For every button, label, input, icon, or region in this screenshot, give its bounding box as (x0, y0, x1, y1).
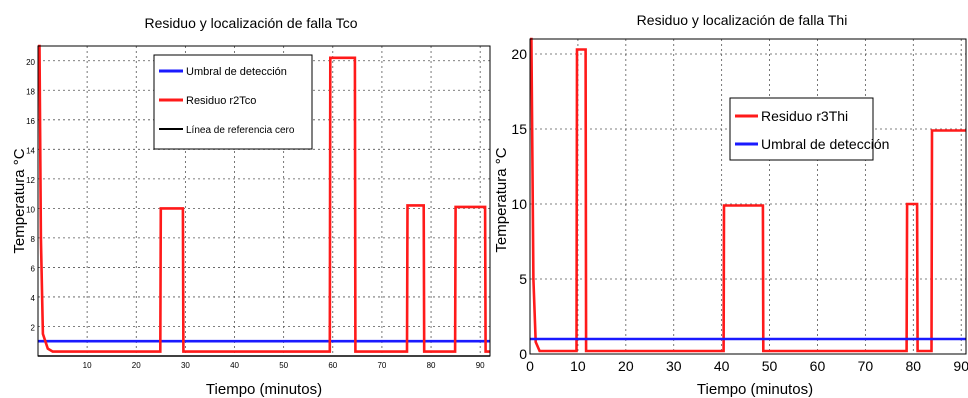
chart-left-ylabel: Temperatura °C (11, 148, 28, 253)
x-tick-label: 90 (476, 361, 485, 370)
x-tick-label: 80 (427, 361, 436, 370)
x-tick-label: 70 (377, 361, 386, 370)
chart-right-xticks: 0 10 20 30 40 50 60 70 80 90 (526, 358, 968, 374)
y-tick-label: 12 (26, 176, 35, 185)
y-tick-label: 15 (511, 121, 527, 137)
x-tick-label: 30 (181, 361, 190, 370)
x-tick-label: 70 (858, 358, 874, 374)
chart-right: Residuo y localización de falla Thi 0 10 2… (493, 12, 968, 398)
chart-left-title: Residuo y localización de falla Tco (145, 15, 358, 31)
chart-right-legend: Residuo r3Thi Umbral de detección (729, 97, 889, 161)
y-tick-label: 2 (31, 323, 36, 332)
y-tick-label: 4 (31, 294, 36, 303)
x-tick-label: 30 (666, 358, 682, 374)
legend-label-r2tco: Residuo r2Tco (186, 95, 256, 107)
chart-left-xlabel: Tiempo (minutos) (206, 381, 322, 398)
x-tick-label: 50 (762, 358, 778, 374)
series-line-r2tco (38, 44, 490, 353)
y-tick-label: 8 (31, 235, 36, 244)
chart-right-grid (530, 39, 966, 354)
chart-right-title: Residuo y localización de falla Thi (637, 12, 848, 28)
chart-right-series (530, 37, 966, 353)
chart-left-legend: Umbral de detección Residuo r2Tco Línea … (153, 54, 313, 150)
y-tick-label: 20 (26, 58, 35, 67)
x-tick-label: 20 (618, 358, 634, 374)
chart-right-frame (529, 38, 967, 355)
chart-left-xticks: 10 20 30 40 50 60 70 80 90 (83, 361, 485, 370)
y-tick-label: 10 (511, 196, 527, 212)
legend-label-r3thi: Residuo r3Thi (761, 108, 848, 124)
chart-right-legend-box (729, 97, 874, 161)
x-tick-label: 10 (570, 358, 586, 374)
x-tick-label: 60 (328, 361, 337, 370)
y-tick-label: 10 (26, 205, 35, 214)
x-tick-label: 40 (714, 358, 730, 374)
x-tick-label: 90 (953, 358, 968, 374)
y-tick-label: 14 (26, 146, 35, 155)
y-tick-label: 20 (511, 46, 527, 62)
chart-left: Residuo y localización de falla Tco 10 20… (11, 15, 491, 398)
legend-label-umbral-right: Umbral de detección (761, 136, 889, 152)
chart-right-yticks: 0 5 10 15 20 (511, 46, 527, 362)
y-tick-label: 6 (31, 264, 36, 273)
chart-right-xlabel: Tiempo (minutos) (697, 381, 813, 398)
series-line-r3thi (530, 37, 966, 353)
x-tick-label: 60 (810, 358, 826, 374)
y-tick-label: 18 (26, 87, 35, 96)
y-tick-label: 0 (519, 346, 527, 362)
legend-label-umbral: Umbral de detección (186, 66, 287, 78)
chart-left-yticks: 2 4 6 8 10 12 14 16 18 20 (26, 58, 35, 333)
x-tick-label: 40 (230, 361, 239, 370)
x-tick-label: 50 (279, 361, 288, 370)
legend-label-referencia: Línea de referencia cero (186, 125, 295, 136)
x-tick-label: 10 (83, 361, 92, 370)
y-tick-label: 16 (26, 117, 35, 126)
chart-left-frame (37, 45, 491, 357)
y-tick-label: 5 (519, 271, 527, 287)
chart-right-ylabel: Temperatura °C (493, 147, 510, 252)
x-tick-label: 20 (132, 361, 141, 370)
x-tick-label: 80 (906, 358, 922, 374)
x-tick-label: 0 (526, 358, 534, 374)
